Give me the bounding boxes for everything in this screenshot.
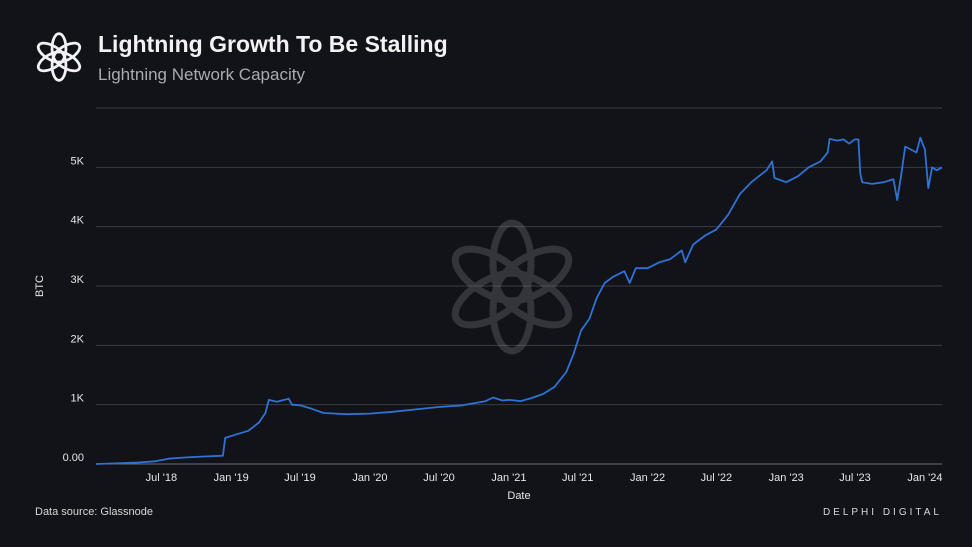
delphi-flower-logo-icon [36,32,82,82]
x-tick-label: Jul '21 [562,472,593,484]
y-tick-label: 0.00 [63,452,84,464]
gridlines [96,107,942,465]
x-tick-label: Jan '21 [491,472,526,484]
y-axis-ticks: 0.00 1K 2K 3K 4K 5K [63,155,85,464]
y-tick-label: 2K [71,333,85,345]
watermark-petal [489,219,535,307]
x-tick-label: Jul '23 [839,472,870,484]
x-tick-label: Jul '20 [423,472,454,484]
x-tick-label: Jul '19 [284,472,315,484]
x-tick-label: Jul '22 [701,472,732,484]
series-group [95,136,943,465]
y-tick-label: 4K [71,215,85,227]
y-tick-label: 5K [71,155,85,167]
watermark-petal [451,245,531,305]
x-axis-label: Date [507,490,530,502]
watermark-petal [451,269,531,329]
watermark-petal [493,245,573,305]
y-tick-label: 1K [71,393,85,405]
x-tick-label: Jul '18 [146,472,177,484]
chart-title: Lightning Growth To Be Stalling [98,31,448,57]
series-line-0 [95,136,943,465]
x-axis-ticks: Jul '18 Jan '19 Jul '19 Jan '20 Jul '20 Jan '… [146,472,943,484]
chart-header: Lightning Growth To Be Stalling Lightnin… [33,27,733,87]
x-tick-label: Jan '23 [769,472,804,484]
x-tick-label: Jan '20 [352,472,387,484]
chart-subtitle: Lightning Network Capacity [98,65,305,84]
y-axis-label: BTC [34,275,46,297]
watermark-logo-icon [451,219,573,355]
y-tick-label: 3K [71,274,85,286]
x-tick-label: Jan '24 [907,472,942,484]
watermark-petal [493,269,573,329]
x-tick-label: Jan '19 [214,472,249,484]
x-tick-label: Jan '22 [630,472,665,484]
watermark-petal [489,267,535,355]
data-source-note: Data source: Glassnode [35,506,154,518]
brand-wordmark: DELPHI DIGITAL [822,507,942,518]
